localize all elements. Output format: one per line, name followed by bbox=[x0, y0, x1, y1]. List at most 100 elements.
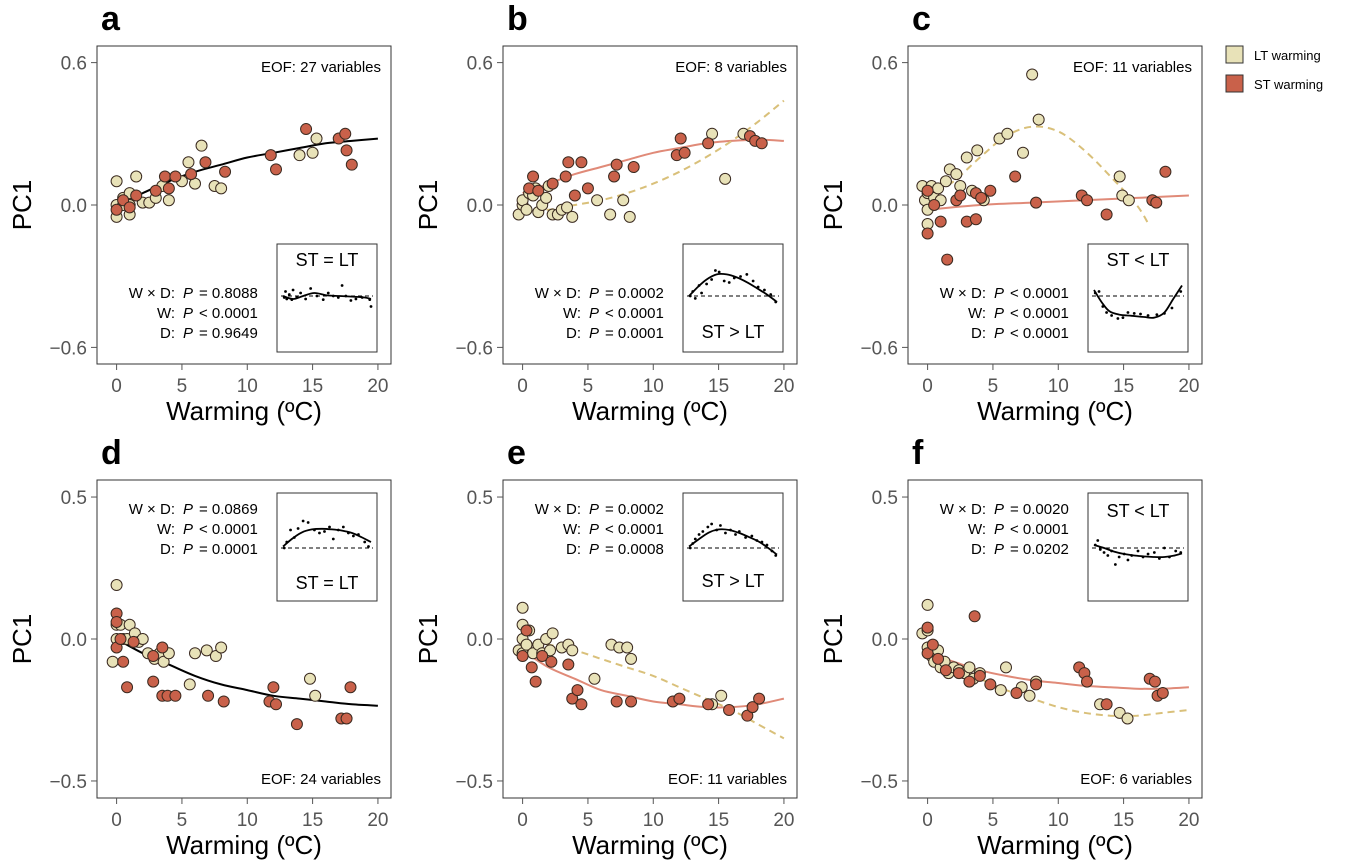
st-point bbox=[610, 695, 623, 708]
lt-point bbox=[310, 132, 323, 145]
inset-point bbox=[697, 533, 701, 536]
st-point bbox=[934, 215, 947, 228]
inset-point bbox=[1105, 311, 1108, 314]
st-point bbox=[954, 189, 967, 202]
panel-e: e 0 5 10 15 20 0.5 0.0 −0.5 Warming (ºC) PC1 EOF: 1… bbox=[413, 434, 798, 860]
inset-label: ST > LT bbox=[702, 571, 765, 591]
stat-value: < 0.0001 bbox=[199, 521, 258, 538]
stat-p: P bbox=[589, 501, 599, 518]
inset-point bbox=[360, 296, 364, 299]
stat-term: W × D: bbox=[129, 501, 175, 518]
lt-point bbox=[971, 144, 984, 157]
fit-line-lt bbox=[522, 99, 785, 212]
stat-value: = 0.0002 bbox=[605, 501, 664, 518]
inset-label: ST > LT bbox=[702, 322, 765, 342]
st-point bbox=[1030, 196, 1043, 209]
inset-point bbox=[368, 298, 372, 301]
inset-point bbox=[1136, 549, 1140, 553]
st-point bbox=[1030, 678, 1043, 691]
inset-point bbox=[1132, 312, 1136, 315]
stat-term: D: bbox=[971, 325, 986, 342]
inset-curve bbox=[688, 528, 778, 556]
inset-point bbox=[745, 273, 749, 276]
inset-point bbox=[1116, 317, 1120, 320]
inset-point bbox=[1130, 554, 1134, 557]
st-point bbox=[921, 227, 934, 240]
inset-point bbox=[714, 269, 717, 272]
st-point bbox=[1156, 686, 1169, 699]
x-tick-label: 5 bbox=[988, 810, 999, 831]
st-point bbox=[147, 650, 160, 663]
inset-point bbox=[729, 528, 732, 532]
stat-value: = 0.0869 bbox=[199, 501, 258, 518]
stat-p: P bbox=[994, 285, 1004, 302]
y-axis-label: PC1 bbox=[818, 180, 848, 231]
inset-point bbox=[1163, 312, 1166, 315]
inset: ST = LT bbox=[276, 492, 378, 602]
inset-point bbox=[1093, 543, 1097, 547]
inset-point bbox=[299, 291, 302, 295]
inset-point bbox=[732, 276, 736, 280]
inset-point bbox=[1098, 548, 1102, 551]
lt-point bbox=[546, 627, 559, 640]
inset-label: ST = LT bbox=[296, 250, 359, 270]
inset-point bbox=[282, 296, 286, 299]
inset-point bbox=[287, 293, 291, 296]
inset-point bbox=[331, 294, 335, 298]
stat-value: = 0.0001 bbox=[199, 541, 258, 558]
inset-point bbox=[289, 528, 292, 532]
x-tick-label: 10 bbox=[1048, 810, 1069, 831]
lt-point bbox=[939, 175, 952, 188]
y-tick-label: 0.6 bbox=[61, 54, 87, 75]
st-point bbox=[532, 184, 545, 197]
y-tick-label: 0.6 bbox=[467, 54, 493, 75]
st-point bbox=[545, 655, 558, 668]
stat-term: W: bbox=[157, 305, 175, 322]
inset-point bbox=[750, 534, 754, 538]
lt-point bbox=[1122, 194, 1135, 207]
stat-p: P bbox=[589, 541, 599, 558]
st-point bbox=[1009, 170, 1022, 183]
inset-point bbox=[769, 293, 773, 296]
st-point bbox=[1150, 196, 1163, 209]
eof-label: EOF: 6 variables bbox=[1080, 771, 1192, 788]
st-point bbox=[1081, 675, 1094, 688]
stat-value: < 0.0001 bbox=[1010, 325, 1069, 342]
inset-point bbox=[700, 291, 703, 295]
st-point bbox=[968, 610, 981, 623]
stat-p: P bbox=[183, 501, 193, 518]
inset-point bbox=[751, 279, 755, 283]
inset-point bbox=[1157, 557, 1161, 560]
x-axis-label: Warming (ºC) bbox=[166, 396, 322, 426]
legend-swatch-st bbox=[1225, 74, 1244, 93]
y-tick-label: −0.5 bbox=[860, 772, 898, 793]
x-axis-label: Warming (ºC) bbox=[977, 396, 1133, 426]
lt-point bbox=[309, 689, 322, 702]
stat-p: P bbox=[589, 521, 599, 538]
st-point bbox=[1010, 686, 1023, 699]
inset-point bbox=[291, 288, 295, 292]
st-point bbox=[581, 182, 594, 195]
inset-point bbox=[744, 536, 747, 539]
inset: ST = LT bbox=[276, 243, 378, 353]
inset-point bbox=[282, 546, 286, 550]
inset-point bbox=[691, 542, 695, 545]
stat-term: W: bbox=[563, 305, 581, 322]
inset-curve bbox=[688, 272, 778, 303]
st-point bbox=[673, 692, 686, 705]
y-tick-label: 0.0 bbox=[467, 630, 493, 651]
st-point bbox=[516, 650, 529, 663]
st-point bbox=[952, 667, 965, 680]
lt-point bbox=[561, 201, 574, 214]
lt-point bbox=[215, 182, 228, 195]
st-point bbox=[562, 156, 575, 169]
stat-p: P bbox=[994, 305, 1004, 322]
lt-point bbox=[520, 203, 533, 216]
st-point bbox=[217, 695, 230, 708]
x-axis-label: Warming (ºC) bbox=[977, 830, 1133, 860]
inset-point bbox=[328, 525, 331, 529]
x-tick-label: 10 bbox=[237, 810, 258, 831]
x-tick-label: 0 bbox=[922, 810, 933, 831]
st-point bbox=[608, 170, 621, 183]
